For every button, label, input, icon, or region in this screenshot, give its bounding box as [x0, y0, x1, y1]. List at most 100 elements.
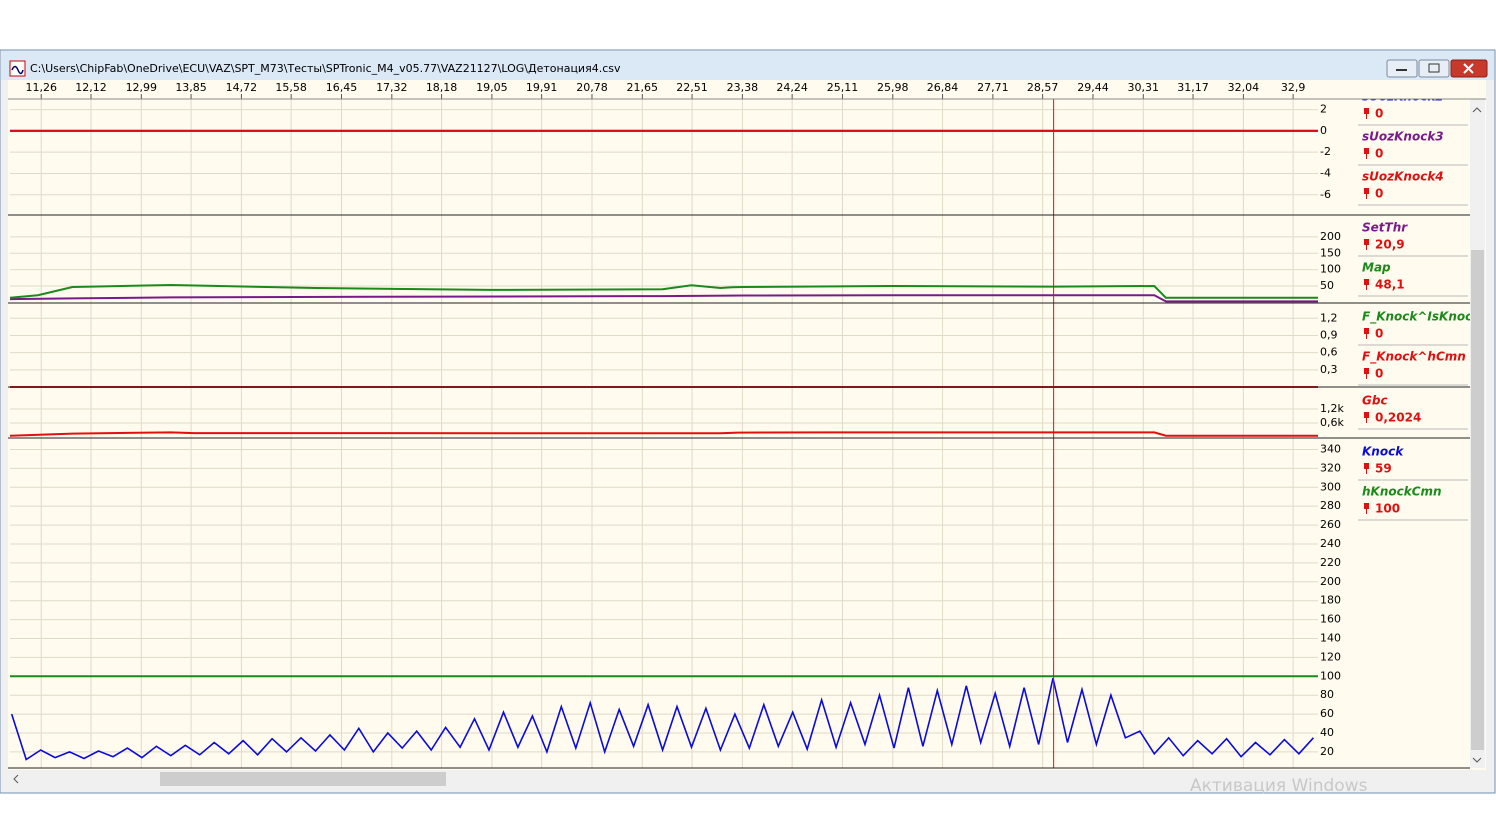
pin-icon: [1364, 412, 1369, 418]
time-tick-label: 25,11: [827, 81, 859, 94]
legend-readout: 0: [1375, 367, 1383, 381]
time-tick-label: 14,72: [226, 81, 258, 94]
time-tick-label: 18,18: [426, 81, 458, 94]
y-tick-label: 140: [1320, 632, 1341, 645]
time-tick-label: 23,38: [727, 81, 759, 94]
y-tick-label: 260: [1320, 518, 1341, 531]
time-tick-label: 12,12: [75, 81, 107, 94]
pin-icon: [1364, 328, 1369, 334]
y-tick-label: 120: [1320, 650, 1341, 663]
time-tick-label: 22,51: [676, 81, 708, 94]
y-tick-label: 220: [1320, 556, 1341, 569]
pin-icon: [1364, 108, 1369, 114]
chart-area: [8, 80, 1486, 770]
maximize-button[interactable]: [1418, 59, 1450, 78]
y-tick-label: 1,2k: [1320, 402, 1344, 415]
time-tick-label: 28,57: [1027, 81, 1059, 94]
y-tick-label: 2: [1320, 103, 1327, 116]
time-tick-label: 25,98: [877, 81, 909, 94]
legend-readout: 59: [1375, 462, 1392, 476]
y-tick-label: 50: [1320, 279, 1334, 292]
series-line: [10, 294, 1318, 303]
legend-name: sUozKnock2: [1362, 90, 1444, 104]
pin-icon: [1364, 503, 1369, 509]
legend-readout: 0: [1375, 147, 1383, 161]
time-tick-label: 21,65: [627, 81, 659, 94]
legend-readout: 48,1: [1375, 278, 1405, 292]
y-tick-label: 0,6: [1320, 346, 1338, 359]
pin-icon: [1364, 239, 1369, 245]
y-tick-label: 200: [1320, 230, 1341, 243]
legend-name: hKnockCmn: [1362, 485, 1442, 499]
maximize-glyph: [1428, 63, 1440, 73]
pin-icon: [1364, 148, 1369, 154]
legend-readout: 100: [1375, 502, 1400, 516]
time-tick-label: 31,17: [1177, 81, 1209, 94]
time-tick-label: 16,45: [326, 81, 358, 94]
legend-name: Gbc: [1362, 394, 1388, 408]
app-icon-glyph: [11, 65, 24, 75]
v-scroll-arrows[interactable]: [1472, 107, 1482, 763]
minimize-glyph: [1396, 69, 1407, 71]
legend-name: F_Knock^hCmn: [1362, 350, 1466, 365]
series-line: [10, 678, 1314, 761]
v-scroll-thumb[interactable]: [1471, 250, 1484, 750]
time-tick-label: 19,91: [526, 81, 558, 94]
y-tick-label: 1,2: [1320, 311, 1338, 324]
legend-layer: sUozKnock2 0 sUozKnock3 0 sUozKnock4 0 SetThr 2…: [1358, 90, 1481, 521]
time-tick-label: 32,9: [1281, 81, 1306, 94]
time-tick-label: 29,44: [1077, 81, 1109, 94]
legend-name: SetThr: [1362, 221, 1408, 235]
title-bar: [1, 51, 1494, 80]
time-tick-label: 32,04: [1228, 81, 1260, 94]
y-tick-label: 150: [1320, 246, 1341, 259]
time-tick-label: 30,31: [1128, 81, 1160, 94]
legend-name: F_Knock^IsKnock: [1362, 310, 1481, 325]
legend-readout: 0: [1375, 107, 1383, 121]
y-tick-label: 100: [1320, 263, 1341, 276]
y-tick-label: -2: [1320, 145, 1331, 158]
y-tick-label: 0,6k: [1320, 416, 1344, 429]
y-tick-label: 320: [1320, 461, 1341, 474]
time-tick-label: 27,71: [977, 81, 1009, 94]
y-tick-label: 200: [1320, 575, 1341, 588]
y-tick-label: 80: [1320, 688, 1334, 701]
y-tick-label: 340: [1320, 442, 1341, 455]
legend-name: Knock: [1362, 445, 1404, 459]
y-tick-label: -4: [1320, 166, 1331, 179]
window-title: C:\Users\ChipFab\OneDrive\ECU\VAZ\SPT_M7…: [30, 62, 621, 75]
time-tick-label: 24,24: [776, 81, 808, 94]
legend-readout: 0: [1375, 187, 1383, 201]
legend-readout: 0: [1375, 327, 1383, 341]
h-scroll-arrow[interactable]: [13, 774, 19, 784]
y-tick-label: 20: [1320, 745, 1334, 758]
time-tick-label: 11,26: [25, 81, 57, 94]
y-tick-label: 300: [1320, 480, 1341, 493]
y-tick-label: -6: [1320, 188, 1331, 201]
y-tick-label: 280: [1320, 499, 1341, 512]
pin-icon: [1364, 279, 1369, 285]
time-tick-label: 26,84: [927, 81, 959, 94]
pin-icon: [1364, 188, 1369, 194]
time-tick-label: 19,05: [476, 81, 508, 94]
h-scroll-thumb[interactable]: [160, 772, 446, 786]
legend-name: sUozKnock3: [1362, 130, 1444, 144]
time-tick-label: 12,99: [126, 81, 158, 94]
legend-name: sUozKnock4: [1362, 170, 1444, 184]
y-tick-label: 0: [1320, 124, 1327, 137]
y-tick-label: 100: [1320, 669, 1341, 682]
y-tick-label: 240: [1320, 537, 1341, 550]
time-tick-label: 13,85: [175, 81, 207, 94]
y-tick-label: 0,3: [1320, 363, 1338, 376]
time-tick-label: 20,78: [576, 81, 608, 94]
pin-icon: [1364, 368, 1369, 374]
y-tick-label: 40: [1320, 726, 1334, 739]
watermark: Активация Windows: [1190, 776, 1368, 796]
legend-name: Map: [1362, 261, 1391, 275]
time-tick-label: 15,58: [275, 81, 307, 94]
y-tick-label: 160: [1320, 613, 1341, 626]
y-tick-label: 180: [1320, 594, 1341, 607]
minimize-button[interactable]: [1386, 59, 1418, 78]
series-line: [10, 431, 1318, 437]
